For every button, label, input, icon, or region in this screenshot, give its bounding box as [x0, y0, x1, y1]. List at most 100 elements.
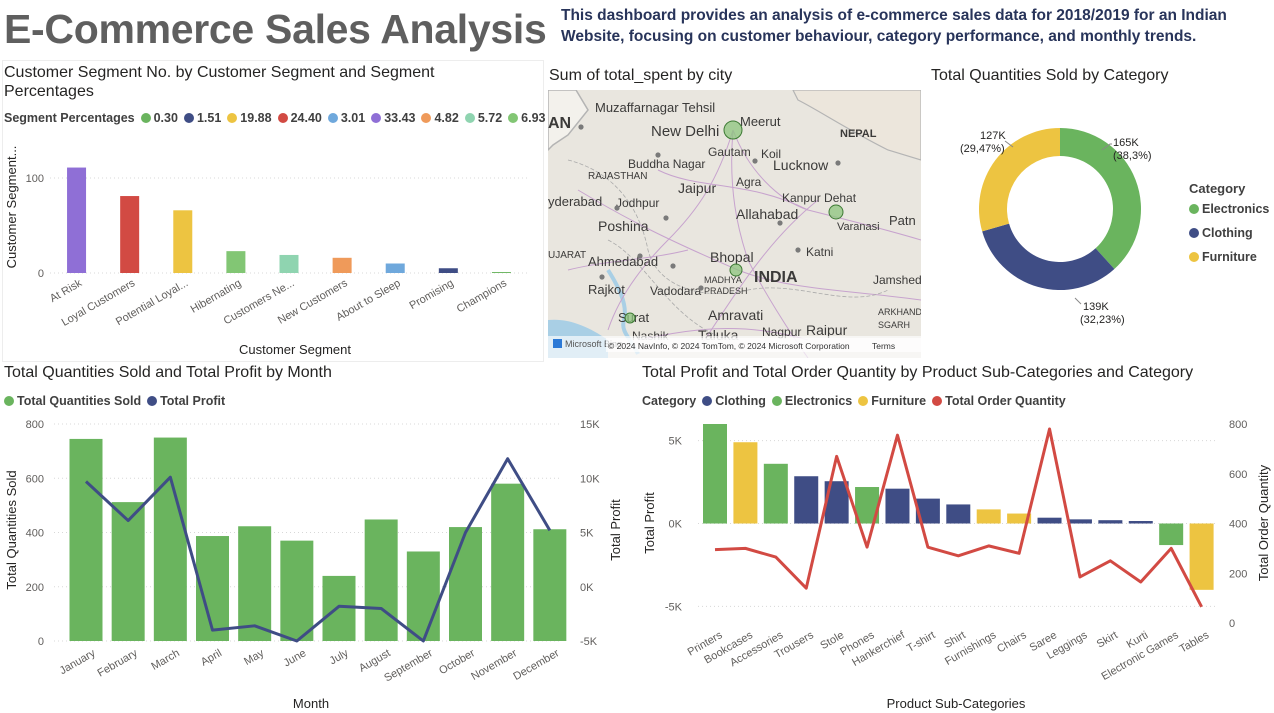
donut-legend-label: Clothing	[1202, 226, 1253, 240]
map-place-label: Amravati	[708, 307, 763, 323]
monthly-bar	[280, 540, 314, 641]
monthly-y-axis-label: Total Quantities Sold	[4, 470, 19, 589]
bing-logo-text: Microsoft Bing	[565, 339, 622, 349]
segment-legend-item-8[interactable]: 6.93	[508, 111, 546, 125]
segment-x-tick: Promising	[407, 277, 455, 312]
map-state-border	[567, 159, 889, 298]
map-city-dot	[655, 152, 661, 158]
donut-percent-label: (32,23%)	[1080, 314, 1125, 326]
subcategory-legend-item-0[interactable]: Clothing	[702, 394, 766, 408]
legend-label: Total Quantities Sold	[17, 394, 142, 408]
subcategory-legend-item-1[interactable]: Electronics	[771, 394, 852, 408]
monthly-legend: Total Quantities Sold Total Profit	[4, 394, 231, 408]
subcategory-y-tick: -5K	[665, 601, 683, 613]
donut-legend-title: Category	[1189, 181, 1246, 196]
subcategory-bar	[1007, 513, 1032, 524]
map-place-label: INDIA	[754, 269, 798, 286]
segment-bar	[385, 263, 405, 273]
legend-label: 3.01	[340, 111, 366, 125]
map-city-bubble	[624, 312, 636, 324]
monthly-x-tick: July	[328, 647, 351, 667]
legend-label: 0.30	[153, 111, 178, 125]
monthly-x-tick: January	[58, 647, 98, 677]
donut-leader-line	[1074, 297, 1082, 305]
segment-x-tick: At Risk	[48, 277, 85, 305]
donut-legend-dot-icon	[1189, 252, 1199, 262]
monthly-bar	[364, 519, 398, 641]
subcategory-x-axis-label: Product Sub-Categories	[887, 696, 1026, 711]
segment-legend-item-6[interactable]: 4.82	[421, 111, 459, 125]
segment-legend-item-0[interactable]: 0.30	[140, 111, 178, 125]
map-attribution: © 2024 NavInfo, © 2024 TomTom, © 2024 Mi…	[608, 341, 850, 351]
monthly-x-axis-label: Month	[293, 696, 329, 711]
bing-logo-icon	[553, 339, 562, 348]
subcategory-y2-tick: 600	[1229, 469, 1247, 481]
subcategory-y-tick: 5K	[669, 436, 683, 448]
legend-dot-icon	[702, 396, 713, 406]
map-place-label: Vadodara	[650, 284, 701, 298]
donut-value-label: 165K	[1113, 137, 1139, 149]
monthly-x-tick: November	[469, 647, 519, 683]
monthly-legend-item-0[interactable]: Total Quantities Sold	[4, 394, 141, 408]
subcategory-y2-tick: 0	[1229, 618, 1235, 630]
segment-bar	[226, 251, 246, 273]
donut-percent-label: (38,3%)	[1113, 150, 1152, 162]
monthly-y-tick: 0	[38, 636, 44, 648]
segment-legend-item-7[interactable]: 5.72	[464, 111, 502, 125]
subcategory-bar	[1098, 520, 1123, 524]
subcategory-bar	[1037, 517, 1062, 524]
donut-slice	[1060, 128, 1141, 270]
legend-dot-icon	[227, 113, 238, 123]
segment-bar	[491, 272, 511, 273]
legend-dot-icon	[277, 113, 288, 123]
donut-value-label: 127K	[980, 130, 1006, 142]
map-city-dot	[663, 215, 669, 221]
monthly-y-tick: 200	[26, 582, 44, 594]
legend-label: 19.88	[240, 111, 272, 125]
segment-legend-item-4[interactable]: 3.01	[327, 111, 366, 125]
subcategory-legend-item-3[interactable]: Total Order Quantity	[932, 394, 1066, 408]
segment-chart-panel[interactable]	[2, 60, 544, 362]
map-place-label: New Delhi	[651, 123, 719, 140]
subcategory-legend-item-2[interactable]: Furniture	[858, 394, 926, 408]
map-city-dot	[637, 253, 643, 259]
map-place-label: MADHYA	[704, 275, 742, 285]
city-bubble-map[interactable]: Muzaffarnagar Tehsil Meerut NEPAL New Delhi…	[548, 90, 921, 358]
subcategory-chart: -5K0K5K0200400600800PrintersBookcasesAcc…	[642, 419, 1271, 711]
segment-legend-item-2[interactable]: 19.88	[227, 111, 272, 125]
legend-label: Total Order Quantity	[945, 394, 1066, 408]
map-city-dot	[777, 220, 783, 226]
monthly-bar	[322, 575, 356, 641]
map-city-bubble	[723, 120, 743, 140]
subcategory-legend: Category Clothing Electronics Furniture Tot…	[642, 394, 1072, 408]
segment-legend-item-1[interactable]: 1.51	[183, 111, 221, 125]
subcategory-y2-tick: 400	[1229, 519, 1247, 531]
subcategory-x-tick: Chairs	[995, 629, 1029, 656]
monthly-legend-item-1[interactable]: Total Profit	[147, 394, 225, 408]
page-title: E-Commerce Sales Analysis	[4, 6, 547, 52]
donut-leader-line	[1004, 140, 1014, 148]
segment-legend-item-5[interactable]: 33.43	[371, 111, 415, 125]
map-city-dot	[614, 205, 620, 211]
map-state-border	[607, 239, 729, 341]
map-place-label: Katni	[806, 245, 833, 259]
monthly-x-tick: March	[149, 647, 181, 673]
subcategory-x-tick: Skirt	[1095, 629, 1120, 650]
segment-bar	[279, 254, 299, 273]
legend-dot-icon	[464, 113, 475, 123]
map-place-label: SGARH	[878, 320, 910, 330]
monthly-x-tick: September	[382, 647, 435, 684]
map-place-label: Jamshedp	[873, 273, 921, 287]
monthly-x-tick: February	[96, 647, 141, 680]
segment-legend-item-3[interactable]: 24.40	[277, 111, 322, 125]
map-place-label: ARKHAND	[878, 307, 921, 317]
monthly-bar	[491, 483, 525, 641]
segment-x-tick: Champions	[455, 277, 510, 315]
map-place-label: Muzaffarnagar Tehsil	[595, 100, 715, 115]
donut-legend-dot-icon	[1189, 204, 1199, 214]
map-road	[697, 199, 819, 351]
donut-legend-label: Electronics	[1202, 202, 1269, 216]
map-place-label: Agra	[736, 175, 762, 189]
monthly-bar	[153, 437, 187, 641]
